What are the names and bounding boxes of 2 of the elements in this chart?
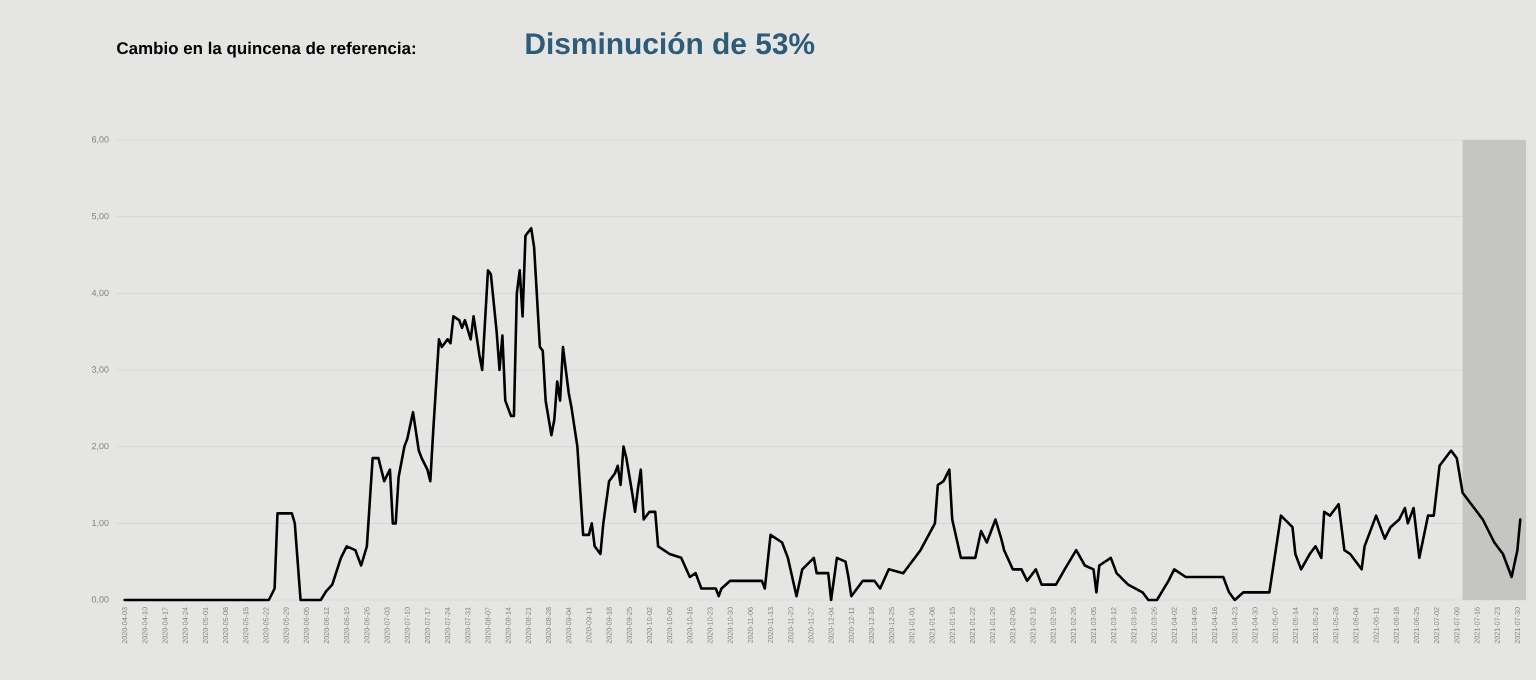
chart-title: Cambio en la quincena de referencia:: [117, 41, 415, 58]
chart-subtitle: Disminución de 53%: [526, 32, 815, 55]
